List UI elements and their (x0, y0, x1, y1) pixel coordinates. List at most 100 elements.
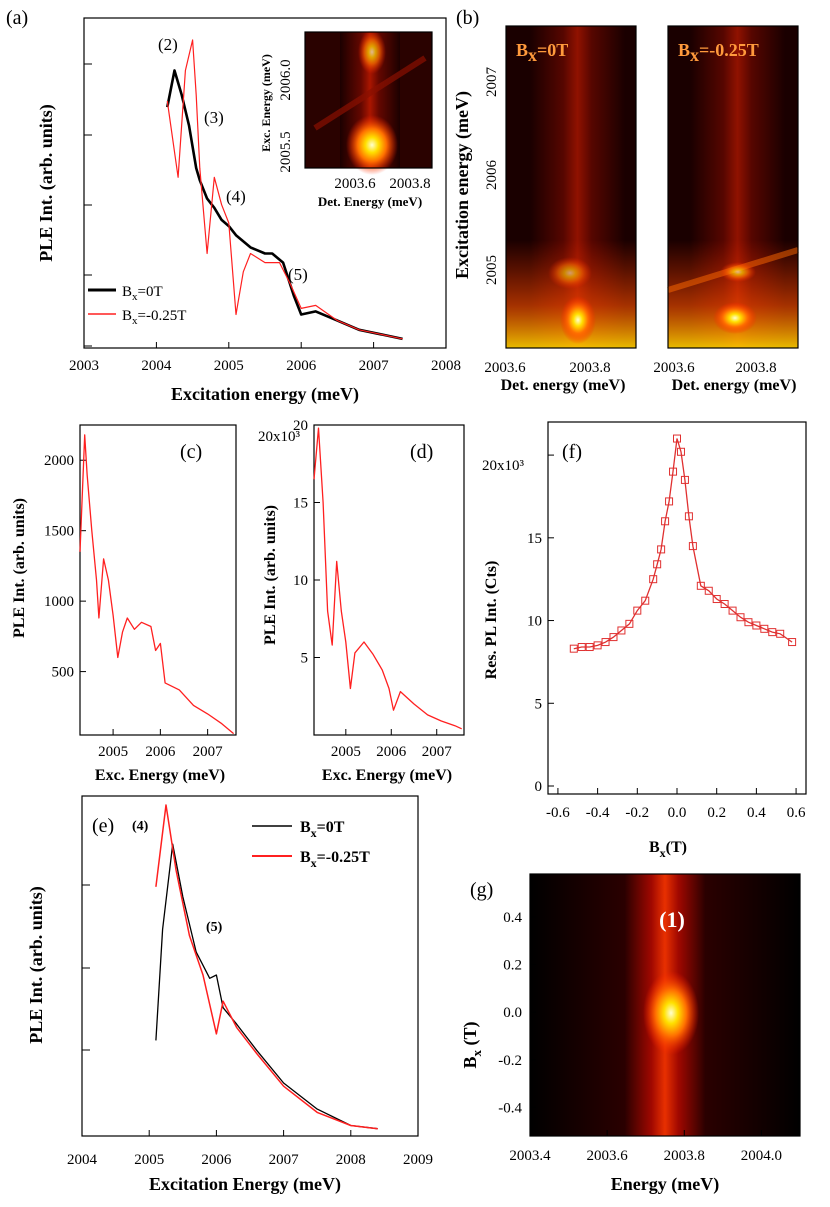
panel-d-ytick-label-2: 15 (293, 496, 308, 512)
panel-g-xtick-label-3: 2004.0 (741, 1148, 782, 1164)
panel-c-xlabel: Exc. Energy (meV) (95, 767, 225, 784)
annotation-e-4: (4) (132, 819, 149, 834)
panel-b-ytick-2006: 2006 (484, 160, 500, 191)
panel-a-xtick-label-5: 2008 (431, 358, 461, 374)
f-point-32 (788, 638, 797, 647)
panel-g-xtick-label-1: 2003.6 (587, 1148, 629, 1164)
panel-e-label: (e) (92, 815, 114, 837)
inset-a-ytick-2005.5: 2005.5 (278, 131, 294, 172)
panel-d-ytick-label-3: 20 (293, 418, 308, 434)
f-point-24 (720, 600, 729, 608)
panel-c-ticks: 2005 2006 2007 500 1000 1500 2000 (44, 453, 223, 760)
panel-b: (b) Excitation energy (meV) 2005 2006 20… (452, 7, 799, 394)
f-point-7 (625, 619, 634, 628)
panel-e-xtick-label-1: 2005 (134, 1152, 164, 1168)
panel-f-ylabel: Res. PL Int. (Cts) (483, 561, 500, 680)
inset-a-xtick-2003.6: 2003.6 (334, 176, 376, 192)
panel-c-xtick-label-2: 2007 (193, 744, 224, 760)
panel-f-xtick-label-3: 0.0 (668, 805, 687, 821)
panel-d-ylabel: PLE Int. (arb. units) (262, 505, 279, 645)
f-point-15 (669, 467, 678, 476)
panel-f-xtick-label-1: -0.4 (586, 805, 610, 821)
f-point-31 (776, 629, 785, 638)
inset-a-hotspot (346, 115, 398, 175)
legend-e-label-1: Bx=-0.25T (300, 849, 370, 870)
panel-d-xtick-label-2: 2007 (422, 744, 453, 760)
panel-c-series (79, 434, 235, 735)
f-point-26 (736, 613, 745, 622)
panel-a-xtick-label-3: 2006 (286, 358, 317, 374)
panel-e-xtick-label-5: 2009 (403, 1152, 433, 1168)
panel-a-frame (83, 17, 447, 349)
panel-c-label: (c) (180, 441, 202, 463)
f-point-29 (760, 624, 769, 633)
f-point-22 (704, 586, 713, 595)
panel-b-heatmap-left: Bx=0T 2003.6 2003.8 Det. energy (meV) (484, 25, 637, 394)
f-point-20 (688, 542, 697, 551)
f-fit-line (573, 438, 793, 650)
f-point-0 (569, 644, 578, 653)
f-point-18 (680, 475, 689, 484)
panel-g-ytick-label-2: 0.0 (503, 1005, 522, 1021)
panel-d-xlabel: Exc. Energy (meV) (322, 767, 452, 784)
panel-a-yticks (84, 63, 92, 347)
annotation-a-3: (3) (204, 108, 224, 127)
panel-b-left-title: Bx=0T (516, 40, 568, 65)
inset-a-diagonal-line (313, 55, 427, 131)
panel-f-xtick-label-4: 0.2 (707, 805, 726, 821)
annotation-e-5: (5) (206, 920, 223, 935)
panel-a: (a) 2003 2004 2005 2006 2007 2008 PLE Int. (a… (6, 7, 461, 405)
legend-e-label-0: Bx=0T (300, 819, 345, 840)
panel-a-xtick-label-0: 2003 (69, 358, 99, 374)
panel-b-left-xlabel: Det. energy (meV) (501, 377, 626, 394)
f-point-28 (752, 621, 761, 630)
panel-b-left-xtick-1: 2003.8 (569, 360, 610, 376)
panel-c-ytick-label-0: 500 (52, 665, 75, 681)
panel-b-heatmap-right: Bx=-0.25T 2003.6 2003.8 Det. energy (meV… (653, 25, 799, 394)
panel-a-xtick-labels: 2003 2004 2005 2006 2007 2008 (69, 342, 461, 374)
annotation-g-1: (1) (659, 907, 685, 932)
panel-g-hotspot (643, 971, 699, 1055)
panel-b-right-xtick-0: 2003.6 (653, 360, 695, 376)
panel-e-xtick-label-2: 2006 (201, 1152, 232, 1168)
f-point-3 (593, 641, 602, 650)
legend-a-label-1: Bx=-0.25T (122, 308, 186, 327)
panel-d-ymultiplier: 20x10³ (258, 429, 301, 445)
panel-a-legend: Bx=0T Bx=-0.25T (88, 284, 186, 327)
panel-g-ytick-label-4: 0.4 (503, 910, 522, 926)
panel-a-ylabel: PLE Int. (arb. units) (36, 104, 57, 262)
panel-f-ymultiplier: 20x10³ (482, 458, 525, 474)
f-point-8 (633, 606, 642, 615)
f-point-25 (728, 606, 737, 615)
panel-g-xlabel: Energy (meV) (611, 1174, 719, 1195)
f-point-9 (641, 596, 650, 605)
annotation-a-2: (2) (158, 35, 178, 54)
f-point-11 (653, 560, 662, 569)
f-point-1 (577, 643, 586, 652)
panel-a-xtick-label-4: 2007 (359, 358, 390, 374)
panel-b-ytick-2005: 2005 (484, 255, 500, 285)
panel-b-left-xtick-0: 2003.6 (484, 360, 526, 376)
panel-d-xtick-label-0: 2005 (331, 744, 361, 760)
f-point-23 (712, 595, 721, 604)
panel-a-label: (a) (6, 7, 28, 29)
f-point-21 (696, 581, 705, 590)
f-point-10 (649, 575, 658, 584)
panel-d-label: (d) (410, 441, 433, 463)
panel-e-xtick-label-3: 2007 (269, 1152, 300, 1168)
legend-a-label-0: Bx=0T (122, 284, 163, 303)
f-point-12 (657, 545, 666, 554)
panel-g-ytick-label-0: -0.4 (498, 1100, 522, 1116)
f-point-30 (768, 628, 777, 637)
f-point-19 (684, 512, 693, 521)
panel-g-ytick-label-1: -0.2 (498, 1053, 522, 1069)
annotation-a-4: (4) (226, 187, 246, 206)
panel-f-ytick-label-0: 0 (535, 779, 543, 795)
f-point-6 (617, 626, 626, 635)
f-point-2 (585, 643, 594, 652)
panel-d-series (313, 427, 462, 730)
c-series-0-line (79, 434, 235, 735)
panel-b-right-title: Bx=-0.25T (678, 40, 759, 65)
panel-a-series (166, 39, 403, 341)
